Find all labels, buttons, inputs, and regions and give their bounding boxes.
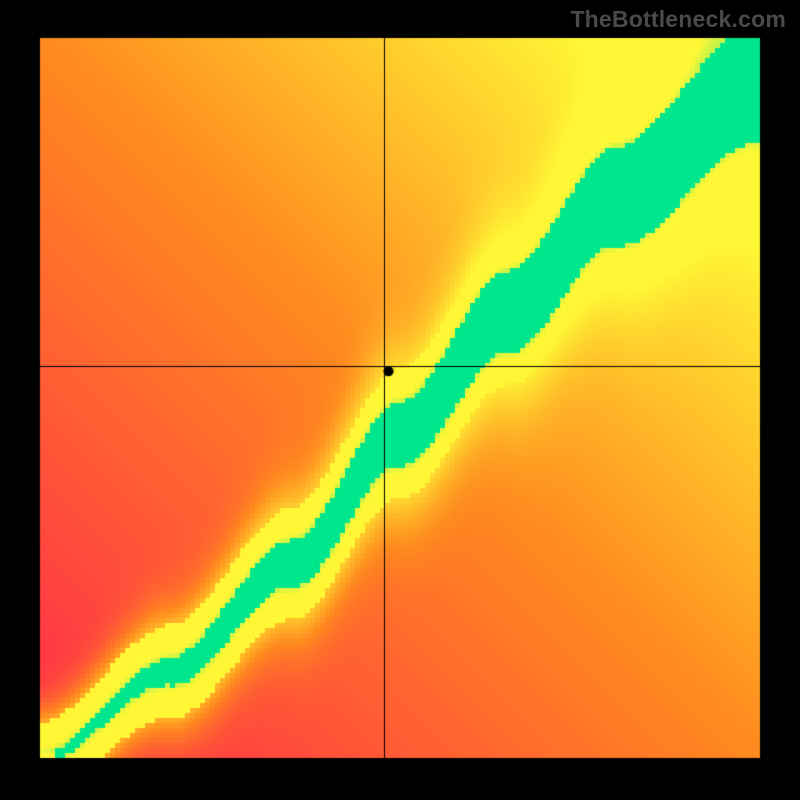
heatmap-canvas xyxy=(0,0,800,800)
watermark-text: TheBottleneck.com xyxy=(570,6,786,33)
chart-container: TheBottleneck.com xyxy=(0,0,800,800)
